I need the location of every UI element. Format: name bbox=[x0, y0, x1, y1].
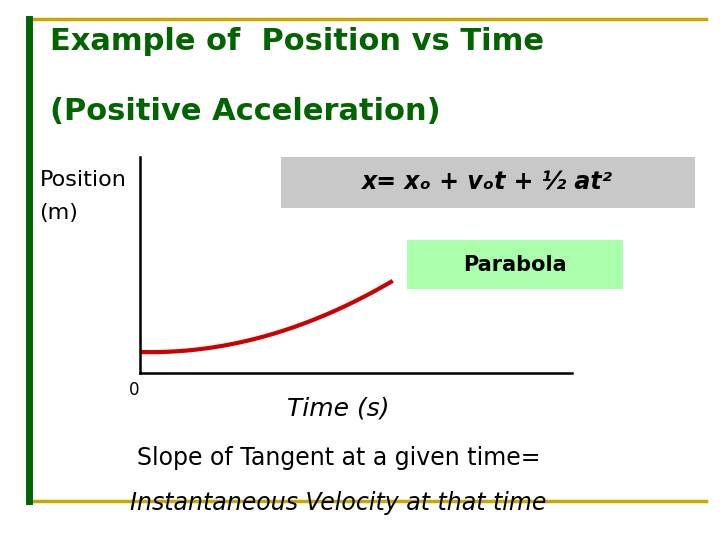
Text: Position: Position bbox=[40, 170, 127, 190]
Text: Parabola: Parabola bbox=[463, 254, 567, 275]
Text: Time (s): Time (s) bbox=[287, 397, 390, 421]
Text: Slope of Tangent at a given time=: Slope of Tangent at a given time= bbox=[137, 446, 540, 469]
Text: (m): (m) bbox=[40, 202, 78, 222]
Text: (Positive Acceleration): (Positive Acceleration) bbox=[50, 97, 441, 126]
Text: Instantaneous Velocity at that time: Instantaneous Velocity at that time bbox=[130, 491, 546, 515]
Text: x= xₒ + vₒt + ½ at²: x= xₒ + vₒt + ½ at² bbox=[362, 170, 613, 194]
Text: 0: 0 bbox=[129, 381, 139, 399]
Text: Example of  Position vs Time: Example of Position vs Time bbox=[50, 27, 544, 56]
